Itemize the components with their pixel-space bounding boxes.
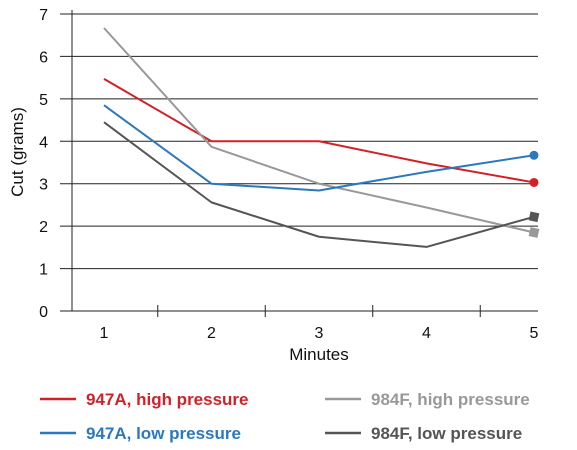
- y-tick-label: 2: [39, 219, 48, 236]
- y-tick-label: 3: [39, 177, 48, 194]
- x-axis-title: Minutes: [289, 345, 349, 364]
- x-tick-label: 5: [530, 325, 539, 342]
- series-end-marker: [529, 177, 539, 187]
- axes: [60, 10, 538, 317]
- y-tick-labels: 0 1 2 3 4 5 6 7: [39, 7, 48, 321]
- series-line-1: [103, 27, 535, 234]
- y-tick-label: 0: [39, 304, 48, 321]
- x-tick-label: 1: [100, 325, 109, 342]
- y-tick-label: 4: [39, 134, 48, 151]
- series-end-marker: [528, 211, 540, 223]
- series-markers: [528, 150, 540, 238]
- y-axis-title: Cut (grams): [8, 107, 27, 197]
- series-lines: [103, 27, 535, 248]
- x-tick-label: 4: [422, 325, 431, 342]
- y-tick-label: 5: [39, 92, 48, 109]
- series-end-marker: [528, 227, 540, 238]
- series-line-0: [103, 78, 535, 184]
- series-line-2: [103, 104, 535, 192]
- x-tick-label: 2: [207, 325, 216, 342]
- y-tick-label: 7: [39, 7, 48, 24]
- legend-label-2: 947A, low pressure: [86, 424, 241, 443]
- series-end-marker: [529, 150, 539, 160]
- legend-label-1: 984F, high pressure: [371, 390, 530, 409]
- series-line-3: [103, 121, 535, 248]
- legend: 947A, high pressure 984F, high pressure 94…: [40, 390, 530, 443]
- y-tick-label: 1: [39, 262, 48, 279]
- x-tick-labels: 1 2 3 4 5: [100, 325, 539, 342]
- legend-label-0: 947A, high pressure: [86, 390, 249, 409]
- legend-label-3: 984F, low pressure: [371, 424, 522, 443]
- x-tick-label: 3: [315, 325, 324, 342]
- y-tick-label: 6: [39, 49, 48, 66]
